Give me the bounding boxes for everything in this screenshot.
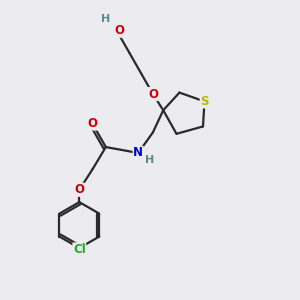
Text: Cl: Cl (73, 243, 86, 256)
Text: S: S (200, 95, 209, 108)
Text: N: N (133, 146, 143, 159)
Text: H: H (145, 155, 154, 165)
Text: O: O (88, 117, 98, 130)
Text: H: H (101, 14, 110, 24)
Text: O: O (148, 88, 158, 100)
Text: O: O (74, 183, 84, 196)
Text: O: O (114, 24, 124, 37)
